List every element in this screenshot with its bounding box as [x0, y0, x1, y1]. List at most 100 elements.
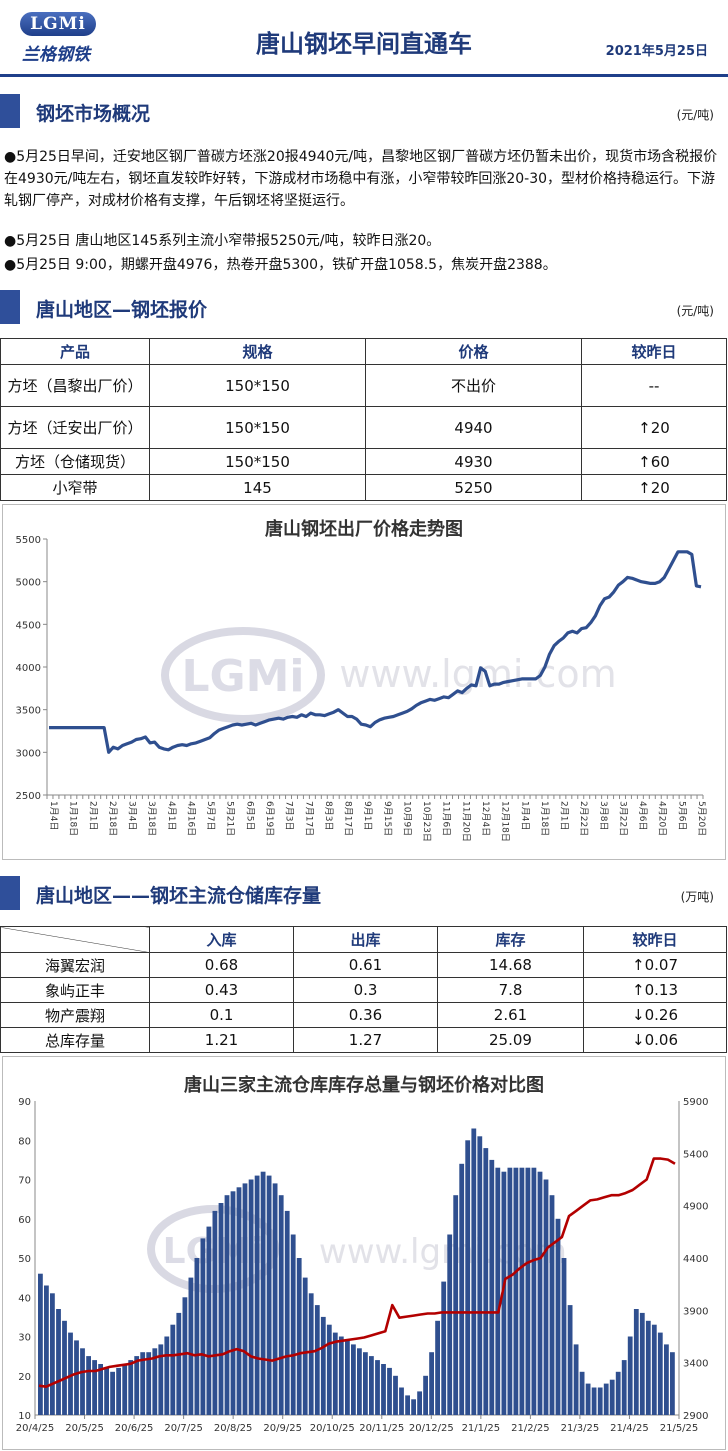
inventory-bar: [320, 1316, 326, 1415]
y-tick-label: 2500: [16, 791, 41, 802]
section-unit: (元/吨): [676, 108, 714, 122]
section-title: 唐山地区——钢坯主流仓储库存量: [36, 885, 322, 907]
stock-cell: 25.09: [437, 1027, 584, 1053]
inventory-bar: [573, 1344, 579, 1415]
inventory-bar: [230, 1191, 236, 1415]
inventory-bar: [170, 1324, 176, 1415]
inventory-bar: [543, 1179, 549, 1415]
inventory-bar: [519, 1167, 525, 1415]
inventory-bar: [98, 1364, 103, 1415]
inventory-bar: [218, 1203, 224, 1415]
out-cell: 1.27: [293, 1027, 438, 1053]
y-tick-label: 5500: [16, 535, 41, 546]
inventory-bar: [122, 1364, 128, 1415]
spec-cell: 145: [149, 474, 366, 501]
x-tick-label: 4月20日: [657, 801, 668, 836]
right-tick-label: 3900: [683, 1306, 708, 1317]
inventory-bar: [531, 1167, 537, 1415]
x-tick-label: 5月6日: [676, 801, 687, 830]
inventory-bar: [194, 1258, 200, 1415]
inventory-bar: [477, 1136, 483, 1415]
warehouse-cell: 物产震翔: [0, 1002, 150, 1028]
x-tick-label: 7月17日: [303, 801, 314, 836]
logo-chinese-name: 兰格钢铁: [22, 45, 90, 65]
change-cell: ↑20: [581, 474, 727, 501]
x-tick-label: 2月22日: [578, 801, 589, 836]
x-tick-label: 9月1日: [362, 801, 373, 830]
chart-title: 唐山钢坯出厂价格走势图: [265, 519, 463, 540]
left-tick-label: 10: [18, 1411, 31, 1422]
left-tick-label: 20: [18, 1372, 31, 1383]
table-row: 物产震翔 0.1 0.36 2.61 ↓0.26: [0, 1002, 727, 1028]
inventory-bar: [627, 1336, 633, 1415]
inventory-bar: [459, 1163, 465, 1415]
x-tick-label: 1月18日: [68, 801, 79, 836]
inventory-bar: [188, 1277, 194, 1415]
x-tick-label: 20/7/25: [164, 1423, 203, 1434]
section-marker: [0, 876, 20, 910]
inventory-bar: [266, 1175, 272, 1415]
price-cell: 不出价: [365, 364, 582, 407]
inventory-bar: [332, 1332, 338, 1415]
inventory-bar: [411, 1399, 416, 1415]
inventory-bar: [326, 1324, 332, 1415]
x-tick-label: 2月1日: [87, 801, 98, 830]
stock-cell: 14.68: [437, 952, 584, 978]
inventory-bar: [471, 1128, 477, 1415]
inventory-bar: [338, 1336, 344, 1415]
table-row: 方坯（迁安出厂价） 150*150 4940 ↑20: [0, 406, 727, 449]
x-tick-label: 3月18日: [146, 801, 157, 836]
x-tick-label: 20/9/25: [263, 1423, 302, 1434]
in-cell: 1.21: [149, 1027, 294, 1053]
out-cell: 0.3: [293, 977, 438, 1003]
lgmi-logo: LGMi: [20, 12, 96, 36]
x-tick-label: 8月17日: [343, 801, 354, 836]
x-tick-label: 11月6日: [441, 801, 452, 836]
x-tick-label: 21/5/25: [660, 1423, 699, 1434]
x-tick-label: 20/11/25: [359, 1423, 404, 1434]
x-tick-label: 20/12/25: [409, 1423, 454, 1434]
x-tick-label: 3月4日: [127, 801, 138, 830]
in-cell: 0.43: [149, 977, 294, 1003]
warehouse-cell: 海翼宏润: [0, 952, 150, 978]
change-cell: ↑0.07: [583, 952, 727, 978]
inventory-bar: [56, 1309, 61, 1415]
inventory-bar: [525, 1167, 531, 1415]
x-tick-label: 6月19日: [264, 801, 275, 836]
price-trend-svg: LGMi www.lgmi.com250030003500400045005000…: [16, 535, 707, 842]
section-marker: [0, 290, 20, 324]
header-stock: 库存: [437, 926, 584, 953]
inventory-bar: [140, 1352, 146, 1415]
x-tick-label: 11月20日: [460, 801, 471, 842]
x-tick-label: 20/8/25: [214, 1423, 253, 1434]
x-tick-label: 21/3/25: [561, 1423, 600, 1434]
inventory-bar: [146, 1352, 152, 1415]
inventory-bar: [236, 1187, 242, 1415]
inventory-bar: [429, 1352, 434, 1415]
product-cell: 小窄带: [0, 474, 150, 501]
inventory-bar: [260, 1171, 266, 1415]
left-tick-label: 90: [18, 1097, 31, 1108]
inventory-bar: [645, 1320, 651, 1415]
inventory-bar: [567, 1305, 573, 1415]
stock-cell: 7.8: [437, 977, 584, 1003]
price-series-line: [49, 550, 702, 754]
inventory-bar: [254, 1175, 260, 1415]
watermark-logo-ring: [161, 627, 325, 723]
right-tick-label: 4400: [683, 1254, 708, 1265]
product-cell: 方坯（仓储现货）: [0, 448, 150, 475]
x-tick-label: 5月7日: [205, 801, 216, 830]
inventory-bar: [272, 1183, 278, 1415]
inventory-bar: [182, 1297, 188, 1416]
inventory-bar: [80, 1348, 85, 1415]
inventory-bar: [381, 1364, 386, 1415]
inventory-bar: [591, 1387, 597, 1415]
x-tick-label: 20/4/25: [16, 1423, 55, 1434]
inventory-bar: [651, 1324, 657, 1415]
inventory-bar: [507, 1167, 513, 1415]
x-tick-label: 3月8日: [598, 801, 609, 830]
x-tick-label: 1月4日: [48, 801, 59, 830]
inventory-bar: [585, 1383, 591, 1415]
price-cell: 4930: [365, 448, 582, 475]
inventory-bar: [495, 1167, 501, 1415]
